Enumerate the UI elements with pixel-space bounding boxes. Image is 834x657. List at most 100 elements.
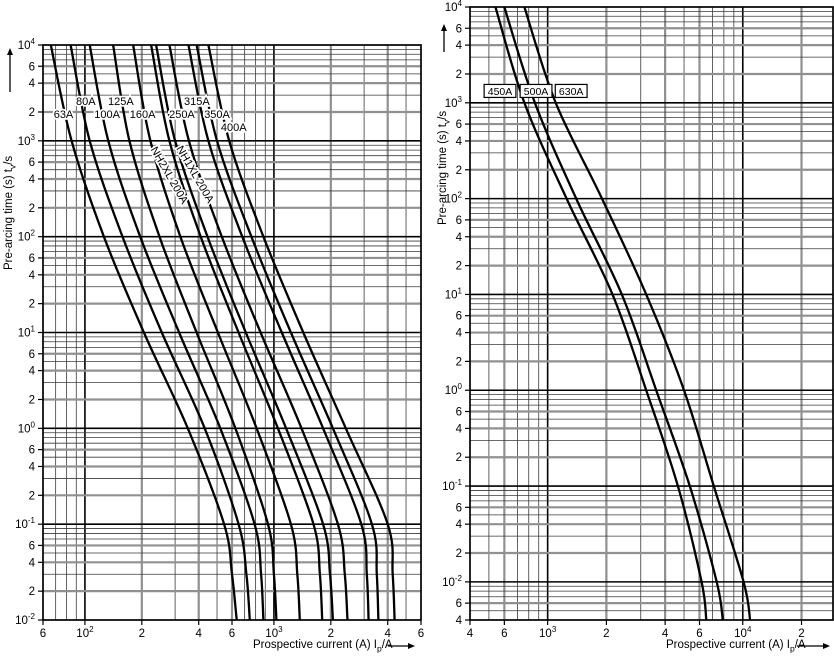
curve-80A xyxy=(69,45,251,620)
curve-315A xyxy=(187,45,370,620)
y-tick-label: 103 xyxy=(18,133,36,148)
x-tick-label: 4 xyxy=(662,628,669,640)
curve-label-350A: 350A xyxy=(202,107,232,123)
y-tick-label: 6 xyxy=(456,407,462,419)
y-tick-label: 2 xyxy=(456,69,462,81)
right-grid xyxy=(470,7,833,620)
y-tick-label: 10-2 xyxy=(15,612,35,627)
x-tick-label: 6 xyxy=(229,628,235,640)
curve-label-160A: 160A xyxy=(128,107,158,123)
curve-500A xyxy=(503,7,724,620)
y-tick-label: 102 xyxy=(445,191,463,206)
y-axis-title-sub: v xyxy=(7,164,18,170)
right-x-axis-arrow-icon-head xyxy=(823,643,830,649)
x-tick-label: 2 xyxy=(798,628,804,640)
x-tick-label: 4 xyxy=(196,628,203,640)
y-tick-label: 6 xyxy=(29,157,35,169)
y-tick-label: 4 xyxy=(456,423,463,435)
x-axis-title-sub: p xyxy=(789,643,795,654)
y-tick-label: 103 xyxy=(445,95,463,110)
y-tick-label: 10-1 xyxy=(442,478,462,493)
y-tick-label: 4 xyxy=(29,174,36,186)
x-axis-title-sub: p xyxy=(376,643,382,654)
left-axes: 6 102 2 4 6 103 2 4 6 104 6 4 2 103 6 4 2 102 6 4 2 101 6 4 2 100… xyxy=(15,37,424,640)
y-tick-label: 101 xyxy=(18,325,36,340)
x-tick-label: 6 xyxy=(418,628,424,640)
curve-label-text: 630A xyxy=(559,86,584,98)
y-tick-label: 4 xyxy=(29,557,36,569)
curve-label-text: 80A xyxy=(76,96,96,108)
x-tick-label: 4 xyxy=(467,628,474,640)
x-tick-label: 103 xyxy=(265,625,283,640)
x-tick-label: 6 xyxy=(501,628,507,640)
curve-100A xyxy=(88,45,265,620)
y-tick-label: 104 xyxy=(445,0,463,14)
x-tick-label: 104 xyxy=(734,625,752,640)
curve-label-400A: 400A xyxy=(219,120,249,136)
y-tick-label: 4 xyxy=(456,328,463,340)
right-x-axis-title: Prospective current (A) Ip/A xyxy=(666,639,806,653)
curve-label-630A: 630A xyxy=(554,83,588,99)
right-y-axis-title: Pre-arcing time (s) tv/s xyxy=(437,60,451,225)
curve-label-box xyxy=(519,83,553,99)
x-tick-label: 6 xyxy=(696,628,702,640)
curve-label-text: 250A xyxy=(169,109,195,121)
curve-125A xyxy=(111,45,278,620)
y-tick-label: 6 xyxy=(29,349,35,361)
y-tick-label: 4 xyxy=(456,40,463,52)
curve-label-text: 315A xyxy=(184,96,210,108)
y-tick-label: 2 xyxy=(456,356,462,368)
curve-label-text: 500A xyxy=(524,86,549,98)
x-axis-title-text: Prospective current (A) I xyxy=(666,639,790,651)
y-axis-title-unit: /s xyxy=(437,110,449,120)
y-tick-label: 4 xyxy=(456,136,463,148)
y-tick-label: 102 xyxy=(18,229,36,244)
x-axis-title-unit: /A xyxy=(794,639,806,651)
left-chart: 6 102 2 4 6 103 2 4 6 104 6 4 2 103 6 4 2 102 6 4 2 101 6 4 2 100… xyxy=(15,37,424,640)
curve-label-315A: 315A xyxy=(182,94,212,110)
y-tick-label: 6 xyxy=(29,253,35,265)
y-tick-label: 2 xyxy=(29,299,35,311)
x-tick-label: 4 xyxy=(385,628,392,640)
y-axis-title-sub: v xyxy=(441,119,452,125)
y-tick-label: 2 xyxy=(29,586,35,598)
y-axis-title-text: Pre-arcing time (s) t xyxy=(437,124,449,225)
curve-450A xyxy=(494,7,708,620)
y-axis-title-text: Pre-arcing time (s) t xyxy=(3,169,15,270)
curve-label-box xyxy=(554,83,588,99)
x-tick-label: 6 xyxy=(40,628,46,640)
y-tick-label: 100 xyxy=(445,382,463,397)
curve-label-63A: 63A xyxy=(52,107,76,123)
x-axis-title-text: Prospective current (A) I xyxy=(253,639,377,651)
y-tick-label: 2 xyxy=(29,203,35,215)
left-y-axis-title: Pre-arcing time (s) tv/s xyxy=(3,95,17,270)
curve-label-80A: 80A xyxy=(74,94,98,110)
x-tick-label: 2 xyxy=(139,628,145,640)
y-tick-label: 2 xyxy=(29,394,35,406)
right-curve-labels: 450A 500A 630A xyxy=(483,83,588,99)
x-tick-label: 2 xyxy=(328,628,334,640)
y-tick-label: 6 xyxy=(456,311,462,323)
y-tick-label: 10-1 xyxy=(15,516,35,531)
y-tick-label: 6 xyxy=(456,119,462,131)
y-axis-title-unit: /s xyxy=(3,155,15,165)
curve-250A xyxy=(168,45,349,620)
x-tick-label: 102 xyxy=(76,625,94,640)
curve-label-100A: 100A xyxy=(92,107,122,123)
curve-NH2XL-200A xyxy=(149,45,324,620)
y-tick-label: 2 xyxy=(456,165,462,177)
curve-label-box xyxy=(483,83,517,99)
y-tick-label: 2 xyxy=(29,490,35,502)
curve-630A xyxy=(523,7,752,620)
y-tick-label: 4 xyxy=(29,366,36,378)
curve-160A xyxy=(132,45,301,620)
left-x-axis-arrow-icon-head xyxy=(408,643,415,649)
curve-label-text: 63A xyxy=(54,109,74,121)
curve-label-450A: 450A xyxy=(483,83,517,99)
left-x-axis-title: Prospective current (A) Ip/A xyxy=(253,639,393,653)
right-y-axis-arrow-icon-head xyxy=(441,24,447,31)
right-curves xyxy=(494,7,752,620)
y-tick-label: 2 xyxy=(456,548,462,560)
x-tick-label: 103 xyxy=(539,625,557,640)
